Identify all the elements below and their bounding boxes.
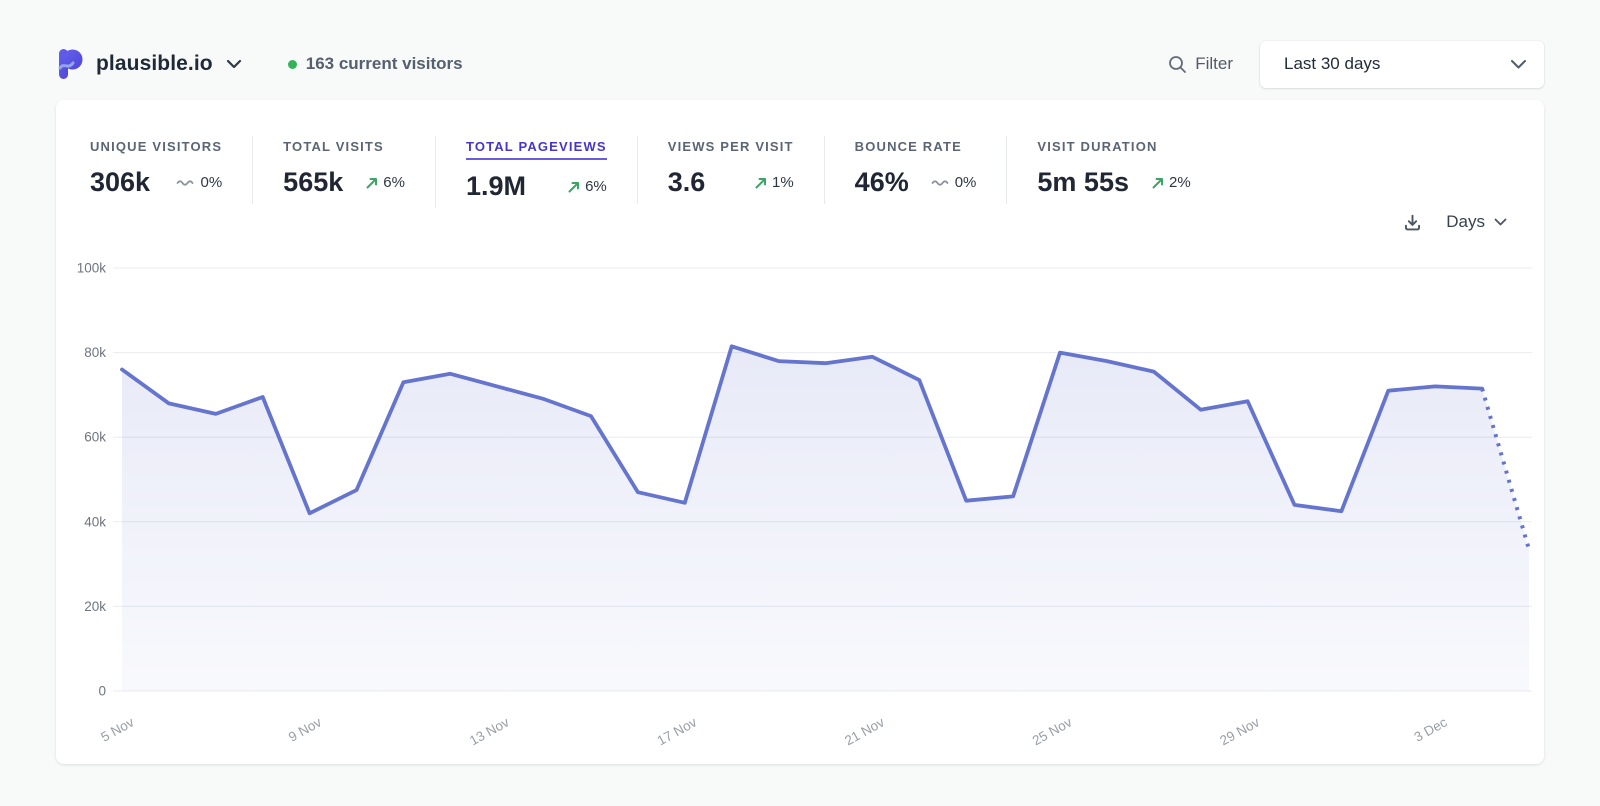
stat-change: 6% xyxy=(365,174,405,191)
plausible-logo-icon xyxy=(58,49,83,79)
stat-label: TOTAL PAGEVIEWS xyxy=(465,139,607,160)
trend-up-icon xyxy=(365,176,379,190)
download-icon[interactable] xyxy=(1403,213,1422,232)
stat-label: VIEWS PER VISIT xyxy=(667,139,794,154)
chevron-down-icon xyxy=(1510,59,1527,70)
pageviews-chart[interactable]: 0 20k 40k 60k 80k 100k 5 Nov 9 Nov 13 Nov 17 Nov 2… xyxy=(56,248,1544,758)
chevron-down-icon xyxy=(1494,218,1507,225)
stat-change-value: 0% xyxy=(954,174,977,191)
analytics-card: UNIQUE VISITORS 306k 0% TOTAL VISITS 565… xyxy=(56,100,1544,764)
search-icon xyxy=(1169,55,1187,73)
x-axis-tick-label: 5 Nov xyxy=(98,714,136,744)
stat-value: 565k xyxy=(283,167,344,197)
interval-select[interactable]: Days xyxy=(1446,212,1507,232)
x-axis-tick-label: 3 Dec xyxy=(1412,714,1450,744)
stat-change-value: 2% xyxy=(1168,174,1191,191)
trend-up-icon xyxy=(567,180,581,194)
date-range-value: Last 30 days xyxy=(1284,54,1381,73)
site-name[interactable]: plausible.io xyxy=(96,52,213,75)
stat-views-per-visit[interactable]: VIEWS PER VISIT 3.6 1% xyxy=(636,136,824,204)
current-visitors-label: 163 current visitors xyxy=(305,54,463,73)
stat-bounce-rate[interactable]: BOUNCE RATE 46% 0% xyxy=(823,136,1007,204)
stat-change: 0% xyxy=(176,174,222,191)
interval-label: Days xyxy=(1446,212,1485,231)
stat-value: 1.9M xyxy=(465,171,526,201)
chart-controls: Days xyxy=(1403,212,1507,232)
x-axis-tick-label: 17 Nov xyxy=(655,714,700,748)
stats-row: UNIQUE VISITORS 306k 0% TOTAL VISITS 565… xyxy=(90,136,1221,208)
y-axis-tick-label: 20k xyxy=(84,599,106,614)
stat-visit-duration[interactable]: VISIT DURATION 5m 55s 2% xyxy=(1006,136,1220,204)
x-axis-tick-label: 29 Nov xyxy=(1217,714,1262,748)
site-switcher-chevron-icon[interactable] xyxy=(226,59,242,69)
stat-value: 5m 55s xyxy=(1037,167,1129,197)
stat-label: UNIQUE VISITORS xyxy=(90,139,223,154)
trend-flat-icon xyxy=(931,178,951,188)
stat-total-pageviews[interactable]: TOTAL PAGEVIEWS 1.9M 6% xyxy=(434,136,637,208)
chart-line xyxy=(120,344,1484,516)
trend-up-icon xyxy=(754,176,768,190)
x-axis-tick-label: 25 Nov xyxy=(1030,714,1075,748)
stat-value: 3.6 xyxy=(667,167,706,197)
stat-change-value: 0% xyxy=(200,174,223,191)
trend-up-icon xyxy=(1151,176,1165,190)
filter-button[interactable]: Filter xyxy=(1168,54,1233,74)
y-axis-tick-label: 0 xyxy=(98,684,106,699)
stat-unique-visitors[interactable]: UNIQUE VISITORS 306k 0% xyxy=(90,136,252,204)
stat-change: 6% xyxy=(567,178,607,195)
stat-change-value: 6% xyxy=(383,174,405,191)
stat-total-visits[interactable]: TOTAL VISITS 565k 6% xyxy=(252,136,435,204)
chart-area-fill xyxy=(122,346,1529,691)
live-dot-icon xyxy=(287,59,297,69)
filter-label: Filter xyxy=(1195,54,1233,73)
x-axis-tick-label: 13 Nov xyxy=(467,714,512,748)
x-axis-tick-label: 21 Nov xyxy=(842,714,887,748)
stat-label: TOTAL VISITS xyxy=(283,139,384,154)
stat-change: 0% xyxy=(931,174,977,191)
y-axis-tick-label: 80k xyxy=(84,345,106,360)
date-range-select[interactable]: Last 30 days xyxy=(1260,40,1544,88)
stat-label: VISIT DURATION xyxy=(1037,139,1158,154)
stat-value: 46% xyxy=(854,167,909,197)
stat-change-value: 1% xyxy=(771,174,794,191)
stat-value: 306k xyxy=(90,167,151,197)
top-bar: plausible.io 163 current visitors Filter… xyxy=(56,38,1544,90)
y-axis-tick-label: 40k xyxy=(84,514,106,529)
stat-change: 1% xyxy=(754,174,794,191)
stat-change-value: 6% xyxy=(585,178,607,195)
current-visitors[interactable]: 163 current visitors xyxy=(287,54,463,74)
stat-label: BOUNCE RATE xyxy=(854,139,962,154)
trend-flat-icon xyxy=(176,178,196,188)
x-axis-tick-label: 9 Nov xyxy=(286,714,324,744)
stat-change: 2% xyxy=(1151,174,1191,191)
y-axis-tick-label: 100k xyxy=(77,261,107,276)
y-axis-tick-label: 60k xyxy=(84,430,106,445)
